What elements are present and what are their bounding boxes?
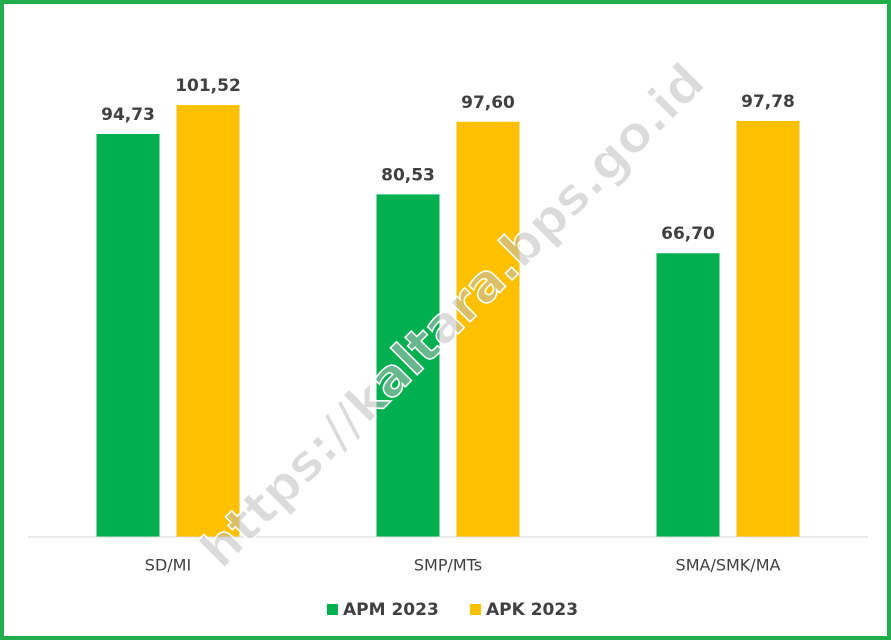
bar bbox=[736, 120, 800, 538]
bar bbox=[376, 194, 440, 537]
data-label: 80,53 bbox=[381, 165, 435, 185]
data-label: 94,73 bbox=[101, 105, 155, 125]
bar bbox=[456, 121, 520, 538]
data-label: 66,70 bbox=[661, 224, 715, 244]
x-tick-label: SD/MI bbox=[145, 556, 191, 575]
data-label: 97,60 bbox=[461, 93, 515, 113]
legend-label: APM 2023 bbox=[343, 600, 439, 620]
legend-label: APK 2023 bbox=[486, 600, 578, 620]
bar bbox=[656, 253, 720, 538]
legend-swatch bbox=[470, 604, 481, 615]
data-label: 97,78 bbox=[741, 92, 795, 112]
x-tick-label: SMA/SMK/MA bbox=[676, 556, 781, 575]
bar bbox=[176, 105, 240, 537]
data-label: 101,52 bbox=[175, 76, 241, 96]
legend-swatch bbox=[327, 604, 338, 615]
bar bbox=[96, 133, 160, 537]
x-tick-label: SMP/MTs bbox=[414, 556, 482, 575]
